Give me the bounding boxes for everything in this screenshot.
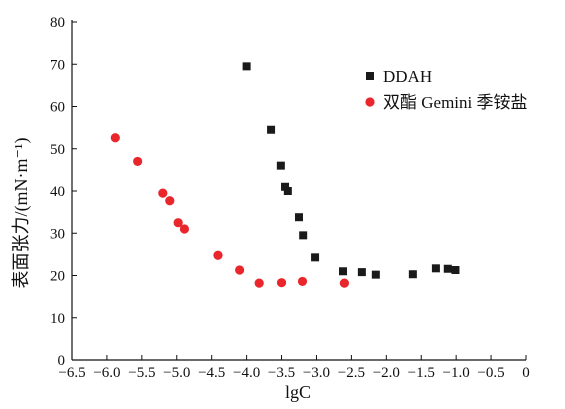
data-point-gemini (297, 276, 308, 287)
x-tick-label: −1.0 (443, 365, 470, 381)
data-point-ddah (299, 231, 308, 240)
y-tick-label: 10 (50, 311, 65, 327)
data-point-gemini (213, 250, 223, 260)
x-tick-label: −2.5 (338, 365, 365, 381)
y-tick-label: 40 (50, 184, 65, 200)
x-axis-title: lgC (285, 382, 311, 402)
data-point-gemini (158, 188, 168, 198)
legend-marker-gemini (365, 97, 375, 107)
x-tick-labels: −6.5 −6.0 −5.5 −5.0 −4.5 −4.0 −3.5 −3.0 −2.5 −2.0… (58, 365, 529, 381)
data-point-gemini (133, 156, 143, 167)
data-point-ddah (242, 62, 251, 71)
data-point-gemini (110, 133, 120, 143)
y-tick-label: 0 (58, 353, 66, 369)
x-axis (71, 355, 527, 361)
x-tick-label: −4.5 (198, 365, 225, 381)
y-axis-title: 表面张力/(mN·m⁻¹) (11, 138, 32, 289)
x-tick-label: −5.5 (128, 365, 155, 381)
data-point-gemini (276, 278, 287, 288)
y-axis (71, 20, 77, 361)
data-point-ddah (371, 270, 380, 279)
data-point-ddah (311, 253, 320, 262)
data-point-ddah (431, 264, 440, 273)
data-point-ddah (408, 270, 417, 279)
legend-label: 双酯 Gemini 季铵盐 (383, 93, 528, 112)
data-point-ddah (295, 213, 303, 222)
data-point-gemini (339, 278, 349, 288)
x-tick-label: −3.0 (303, 365, 330, 381)
y-tick-label: 70 (50, 57, 65, 73)
data-point-ddah (267, 125, 276, 134)
data-point-gemini (235, 265, 245, 275)
x-tick-label: −6.0 (93, 365, 120, 381)
data-point-gemini (173, 218, 183, 228)
y-tick-label: 50 (50, 142, 65, 158)
data-point-gemini (254, 278, 264, 288)
data-point-gemini (179, 224, 190, 234)
y-tick-label: 30 (50, 226, 65, 242)
y-tick-label: 20 (50, 269, 65, 285)
y-tick-label: 60 (50, 100, 65, 116)
data-point-ddah (443, 264, 452, 273)
legend: DDAH 双酯 Gemini 季铵盐 (365, 67, 528, 112)
x-tick-label: 0 (522, 365, 530, 381)
data-point-gemini (165, 196, 175, 206)
y-tick-label: 80 (50, 15, 65, 31)
data-point-ddah (281, 182, 290, 191)
x-tick-label: −2.0 (373, 365, 400, 381)
data-point-ddah (451, 266, 460, 275)
data-point-ddah (339, 267, 348, 276)
legend-marker-ddah (366, 72, 374, 80)
legend-label: DDAH (383, 67, 432, 86)
x-tick-label: −6.5 (58, 365, 85, 381)
x-tick-label: −3.5 (268, 365, 295, 381)
x-tick-label: −1.5 (408, 365, 435, 381)
y-tick-labels: 0 10 20 30 40 50 60 70 80 (50, 15, 65, 369)
x-tick-label: −5.0 (163, 365, 190, 381)
x-tick-label: −0.5 (477, 365, 504, 381)
data-point-ddah (283, 187, 292, 195)
data-points (110, 62, 460, 288)
x-tick-label: −4.0 (233, 365, 260, 381)
data-point-ddah (276, 161, 285, 170)
data-point-ddah (357, 268, 366, 277)
